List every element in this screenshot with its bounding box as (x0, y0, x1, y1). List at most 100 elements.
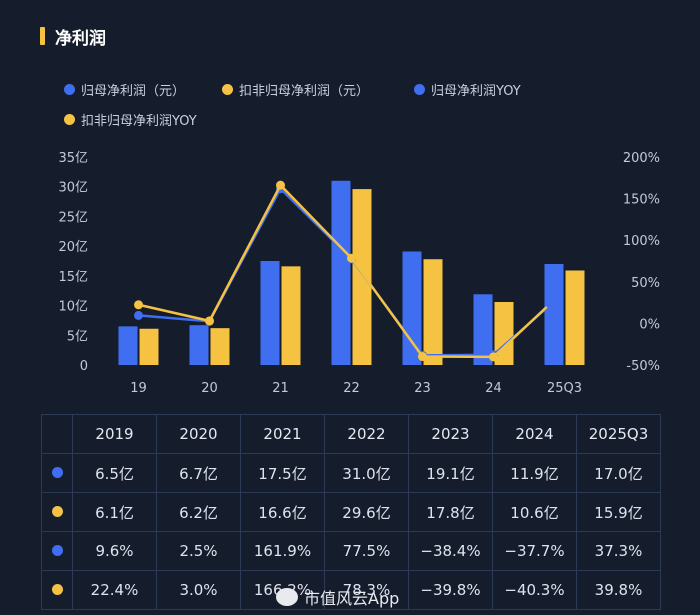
table-cell: 16.6亿 (240, 492, 325, 532)
y-left-tick-label: 0 (80, 359, 88, 374)
table-cell: 17.5亿 (240, 453, 325, 493)
table-cell: −39.8% (408, 570, 493, 610)
legend-dot (64, 84, 75, 95)
title-accent-bar (40, 27, 45, 45)
legend-dot (414, 84, 425, 95)
table-cell: 6.5亿 (72, 453, 157, 493)
legend-dot (64, 114, 75, 125)
table-header: 2022 (324, 414, 409, 454)
table-cell: 6.7亿 (156, 453, 241, 493)
x-tick-label: 22 (343, 381, 360, 396)
table-cell: 17.8亿 (408, 492, 493, 532)
bar (331, 180, 351, 365)
table-cell: 77.5% (324, 531, 409, 571)
row-marker-dot (51, 545, 63, 556)
table-cell: 39.8% (576, 570, 661, 610)
table-header: 2025Q3 (576, 414, 661, 454)
line-point (418, 352, 427, 362)
table-cell: 2.5% (156, 531, 241, 571)
bar (544, 263, 564, 365)
y-left-tick-label: 15亿 (58, 270, 88, 285)
table-cell: 3.0% (156, 570, 241, 610)
legend-label: 扣非归母净利润（元） (239, 84, 370, 99)
line-point (134, 300, 143, 310)
table-cell: 15.9亿 (576, 492, 661, 532)
y-left-tick-label: 35亿 (58, 151, 88, 166)
legend-item-deducted-yoy: 扣非归母净利润YOY (64, 110, 197, 129)
table-cell: −37.7% (492, 531, 577, 571)
table-cell: 161.9% (240, 531, 325, 571)
table-header-row: 2019 2020 2021 2022 2023 2024 2025Q3 (41, 414, 661, 454)
table-header: 2024 (492, 414, 577, 454)
bar (423, 259, 443, 365)
line-point (205, 316, 214, 326)
bar (189, 325, 209, 365)
table-header: 2021 (240, 414, 325, 454)
bar (352, 189, 372, 365)
x-tick-label: 24 (485, 381, 502, 396)
y-right-tick-label: -50% (626, 359, 660, 374)
x-tick-label: 23 (414, 381, 431, 396)
bar (402, 251, 422, 365)
bar (565, 270, 585, 365)
table-cell: 6.1亿 (72, 492, 157, 532)
table-cell: 17.0亿 (576, 453, 661, 493)
table-cell: −38.4% (408, 531, 493, 571)
data-table: 2019 2020 2021 2022 2023 2024 2025Q3 6.5… (41, 414, 661, 610)
table-corner (41, 414, 73, 454)
table-cell: −40.3% (492, 570, 577, 610)
y-right-tick-label: 200% (623, 151, 660, 166)
y-right-tick-label: 150% (623, 193, 660, 208)
bar (281, 266, 301, 365)
table-row: 9.6% 2.5% 161.9% 77.5% −38.4% −37.7% 37.3% (41, 531, 661, 571)
legend-item-parent-profit: 归母净利润（元） (64, 80, 185, 99)
chart-title: 净利润 (55, 29, 106, 49)
bar (473, 294, 493, 365)
row-marker-cell (41, 453, 73, 493)
y-left-tick-label: 20亿 (58, 240, 88, 255)
table-cell: 11.9亿 (492, 453, 577, 493)
x-tick-label: 20 (201, 381, 218, 396)
row-marker-cell (41, 531, 73, 571)
legend-item-parent-yoy: 归母净利润YOY (414, 80, 521, 99)
x-tick-label: 25Q3 (547, 381, 582, 396)
y-left-tick-label: 5亿 (67, 329, 88, 344)
y-left-tick-label: 25亿 (58, 210, 88, 225)
row-marker-dot (51, 467, 63, 478)
row-marker-cell (41, 492, 73, 532)
bar (260, 261, 280, 365)
table-row: 6.1亿 6.2亿 16.6亿 29.6亿 17.8亿 10.6亿 15.9亿 (41, 492, 661, 532)
legend-label: 归母净利润YOY (431, 84, 521, 99)
weibo-logo-icon (276, 588, 298, 606)
table-cell: 29.6亿 (324, 492, 409, 532)
y-right-tick-label: 0% (639, 317, 660, 332)
y-right-tick-label: 100% (623, 234, 660, 249)
table-cell: 6.2亿 (156, 492, 241, 532)
y-left-tick-label: 10亿 (58, 300, 88, 315)
table-cell: 31.0亿 (324, 453, 409, 493)
table-header: 2023 (408, 414, 493, 454)
line-point (489, 352, 498, 362)
table-cell: 10.6亿 (492, 492, 577, 532)
line-point (276, 180, 285, 190)
table-cell: 37.3% (576, 531, 661, 571)
table-header: 2019 (72, 414, 157, 454)
legend-item-deducted-profit: 扣非归母净利润（元） (222, 80, 369, 99)
y-right-tick-label: 50% (631, 276, 660, 291)
watermark: 市值风云App (276, 585, 399, 609)
row-marker-dot (51, 506, 63, 517)
x-tick-label: 21 (272, 381, 289, 396)
table-cell: 9.6% (72, 531, 157, 571)
table-cell: 22.4% (72, 570, 157, 610)
combo-chart: 0 5亿 10亿 15亿 20亿 25亿 30亿 35亿 -50% 0% 50% 100% 150% 20… (58, 151, 660, 396)
x-tick-label: 19 (130, 381, 147, 396)
table-header: 2020 (156, 414, 241, 454)
bar (118, 326, 138, 365)
row-marker-cell (41, 570, 73, 610)
line-point (134, 310, 143, 320)
table-cell: 19.1亿 (408, 453, 493, 493)
bar (210, 328, 230, 365)
watermark-text: 市值风云App (304, 589, 400, 608)
legend-label: 扣非归母净利润YOY (81, 114, 197, 129)
line-point (347, 253, 356, 263)
